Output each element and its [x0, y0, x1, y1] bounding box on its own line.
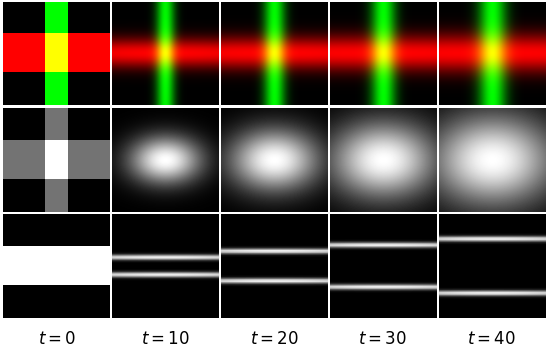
- Text: $t = 20$: $t = 20$: [250, 331, 299, 348]
- Text: $t = 40$: $t = 40$: [467, 331, 516, 348]
- Text: $t = 30$: $t = 30$: [358, 331, 408, 348]
- Text: $t = 10$: $t = 10$: [141, 331, 190, 348]
- Text: $t = 0$: $t = 0$: [38, 331, 76, 348]
